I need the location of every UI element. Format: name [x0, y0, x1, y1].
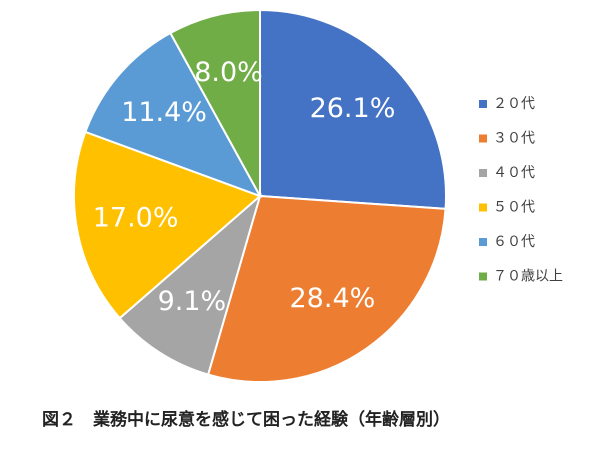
- legend-marker: [479, 203, 487, 212]
- legend-label: ３０代: [493, 131, 535, 147]
- pie-slice: [206, 194, 447, 383]
- data-label: 28.4%: [290, 283, 376, 314]
- data-label: 9.1%: [158, 286, 227, 317]
- legend-marker: [479, 272, 487, 281]
- legend-label: ６０代: [493, 234, 535, 250]
- legend-label: ２０代: [493, 96, 535, 112]
- legend-label: ５０代: [493, 200, 535, 216]
- pie-slice: [259, 8, 447, 210]
- legend-marker: [479, 134, 487, 143]
- legend-label: ４０代: [493, 165, 535, 181]
- legend-marker: [479, 238, 487, 246]
- data-label: 11.4%: [121, 97, 207, 128]
- chart-title: 図２ 業務中に尿意を感じて困った経験（年齢層別）: [42, 409, 450, 430]
- pie-slice: [118, 193, 262, 376]
- data-label: 17.0%: [93, 202, 179, 233]
- legend-label: ７０歳以上: [493, 269, 563, 285]
- data-label: 8.0%: [194, 57, 263, 88]
- data-label: 26.1%: [310, 93, 396, 124]
- pie-slice: [169, 8, 261, 197]
- pie-slice: [84, 31, 263, 198]
- legend-marker: [479, 100, 487, 108]
- pie-slice: [73, 130, 262, 320]
- legend-marker: [479, 169, 487, 177]
